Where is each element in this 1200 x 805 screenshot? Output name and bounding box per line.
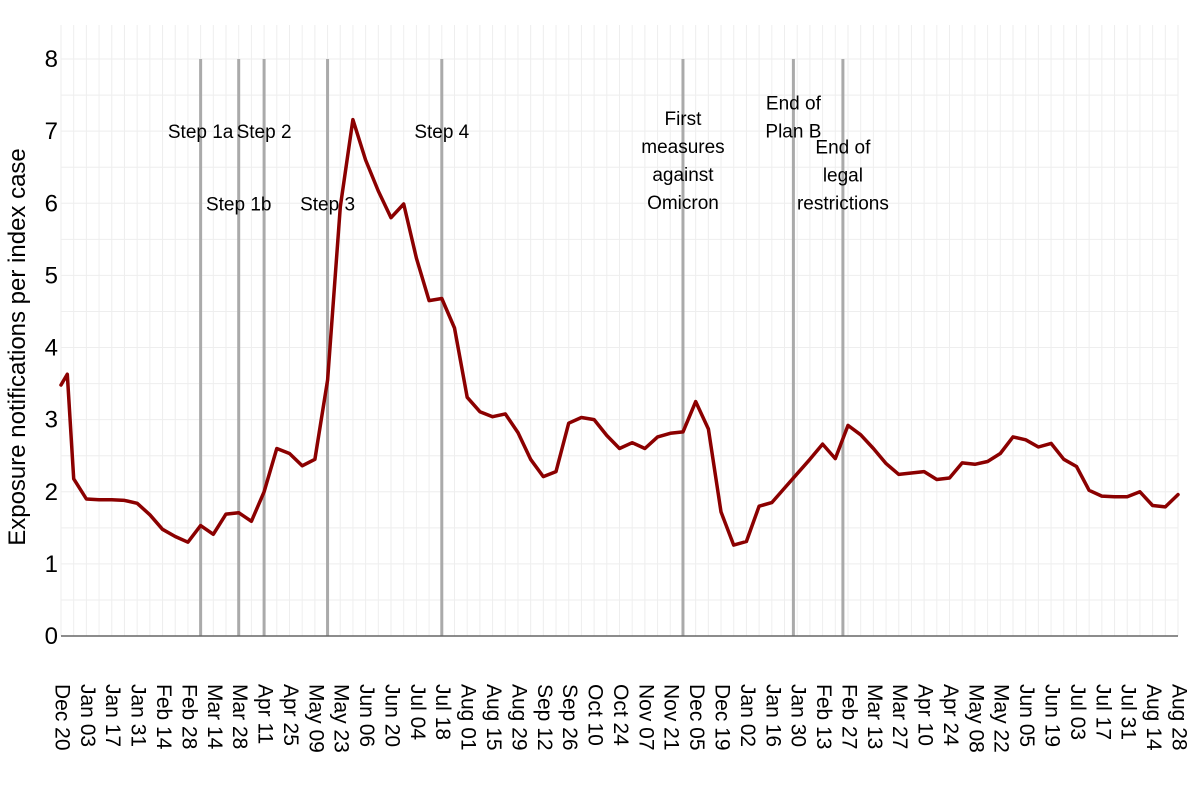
x-tick-label: Feb 27 xyxy=(837,684,860,749)
x-tick-label: May 09 xyxy=(304,684,327,753)
x-tick-label: Apr 24 xyxy=(939,684,962,746)
y-tick-label: 8 xyxy=(45,46,58,73)
x-tick-label: Jul 04 xyxy=(406,684,429,740)
y-tick-label: 7 xyxy=(45,118,58,145)
x-tick-label: Jul 31 xyxy=(1117,684,1140,740)
x-tick-label: May 08 xyxy=(964,684,987,753)
x-tick-label: May 22 xyxy=(990,684,1013,753)
x-tick-label: Aug 14 xyxy=(1142,684,1165,751)
x-tick-label: Sep 12 xyxy=(533,684,556,751)
x-tick-label: Mar 14 xyxy=(203,684,226,750)
x-tick-label: Oct 24 xyxy=(609,684,632,746)
event-label: First xyxy=(664,109,702,130)
grid xyxy=(60,25,1179,637)
x-tick-label: Aug 01 xyxy=(457,684,480,751)
event-annotations: Step 1a Step 1b Step 2 Step 3 Step 4 First mea… xyxy=(168,94,889,216)
x-tick-label: Jun 05 xyxy=(1015,684,1038,747)
y-axis-label: Exposure notifications per index case xyxy=(4,148,31,546)
event-label: Step 4 xyxy=(414,122,469,143)
x-tick-label: Jun 19 xyxy=(1041,684,1064,747)
x-tick-label: Aug 28 xyxy=(1167,684,1190,751)
x-tick-label: Jan 17 xyxy=(101,684,124,747)
x-tick-label: Aug 15 xyxy=(482,684,505,751)
event-label: against xyxy=(652,165,714,186)
x-tick-label: Feb 14 xyxy=(152,684,175,750)
x-tick-label: Jan 30 xyxy=(787,684,810,747)
x-tick-label: Jul 18 xyxy=(431,684,454,740)
x-tick-label: Jan 16 xyxy=(761,684,784,747)
y-tick-label: 2 xyxy=(45,479,58,506)
x-tick-label: May 23 xyxy=(330,684,353,753)
x-tick-label: Jul 03 xyxy=(1066,684,1089,740)
x-tick-label: Nov 07 xyxy=(634,684,657,751)
event-label: legal xyxy=(823,165,863,186)
x-tick-label: Nov 21 xyxy=(660,684,683,751)
event-label: Step 1b xyxy=(206,194,272,215)
x-tick-label: Mar 13 xyxy=(863,684,886,749)
y-tick-label: 4 xyxy=(45,335,58,362)
x-tick-label: Mar 27 xyxy=(888,684,911,749)
y-tick-label: 1 xyxy=(45,551,58,578)
event-lines xyxy=(199,59,845,636)
y-tick-label: 5 xyxy=(45,262,58,289)
event-label: restrictions xyxy=(797,193,889,214)
y-tick-label: 0 xyxy=(45,623,58,650)
x-tick-label: Jan 02 xyxy=(736,684,759,747)
event-label: Step 2 xyxy=(237,122,292,143)
x-tick-label: Oct 10 xyxy=(584,684,607,746)
x-tick-label: Apr 25 xyxy=(279,684,302,746)
y-tick-label: 6 xyxy=(45,190,58,217)
x-tick-label: Dec 20 xyxy=(50,684,73,751)
x-tick-label: Jul 17 xyxy=(1091,684,1114,740)
event-label: End of xyxy=(766,94,822,115)
event-label: Omicron xyxy=(647,193,719,214)
x-tick-label: Feb 13 xyxy=(812,684,835,749)
event-label: measures xyxy=(641,137,724,158)
event-label: Step 1a xyxy=(168,122,234,143)
x-tick-label: Jun 20 xyxy=(380,684,403,747)
event-label: Plan B xyxy=(765,122,821,143)
x-tick-label: Feb 28 xyxy=(177,684,200,749)
x-tick-label: Apr 11 xyxy=(254,684,277,744)
event-label: Step 3 xyxy=(300,194,355,215)
x-tick-label: Aug 29 xyxy=(507,684,530,751)
event-label: End of xyxy=(815,137,871,158)
x-tick-label: Dec 19 xyxy=(710,684,733,751)
series-line xyxy=(59,117,1180,547)
x-tick-label: Jan 03 xyxy=(76,684,99,747)
x-tick-label: Jan 31 xyxy=(127,684,150,747)
series-layer xyxy=(59,117,1180,547)
x-tick-label: Sep 26 xyxy=(558,684,581,751)
x-tick-label: Mar 28 xyxy=(228,684,251,749)
y-tick-label: 3 xyxy=(45,407,58,434)
x-tick-label: Apr 10 xyxy=(914,684,937,746)
x-tick-label: Dec 05 xyxy=(685,684,708,751)
x-tick-label: Jun 06 xyxy=(355,684,378,747)
